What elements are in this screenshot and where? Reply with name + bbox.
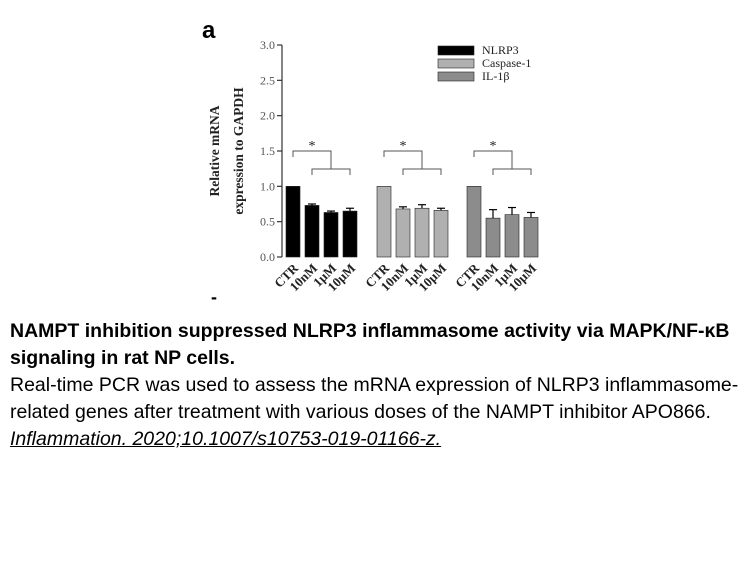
significance-bracket bbox=[383, 150, 423, 169]
bar-caspase1 bbox=[395, 208, 411, 258]
bar-il1 bbox=[485, 217, 501, 258]
legend-swatch bbox=[437, 71, 475, 82]
legend-label: NLRP3 bbox=[482, 43, 519, 57]
caption-body: Real-time PCR was used to assess the mRN… bbox=[10, 374, 739, 423]
y-tick-label: 0.5 bbox=[260, 215, 275, 229]
y-tick-label: 2.5 bbox=[260, 73, 275, 87]
bar-il1 bbox=[504, 214, 520, 258]
significance-bracket bbox=[311, 168, 351, 175]
y-tick-label: 0.0 bbox=[260, 250, 275, 264]
bar-nlrp3 bbox=[323, 212, 339, 258]
significance-star: * bbox=[490, 139, 497, 154]
bar-nlrp3 bbox=[285, 186, 301, 258]
y-tick-label: 3.0 bbox=[260, 38, 275, 52]
significance-bracket bbox=[492, 168, 532, 175]
legend-label: IL-1β bbox=[482, 69, 509, 83]
panel-label: a bbox=[202, 17, 216, 44]
figure-panel: a - 0.0 0.5 1.0 1.5 2.0 2.5 3.0 Relative mRNA ex… bbox=[202, 17, 539, 307]
stray-mark: - bbox=[211, 287, 217, 307]
y-tick-label: 1.0 bbox=[260, 179, 275, 193]
significance-star: * bbox=[400, 139, 407, 154]
bar-il1 bbox=[466, 186, 482, 258]
significance-bracket bbox=[292, 150, 332, 169]
significance-brackets: * * * bbox=[292, 139, 532, 175]
bars-layer bbox=[285, 186, 539, 258]
significance-bracket bbox=[402, 168, 442, 175]
bar-nlrp3 bbox=[304, 205, 320, 258]
significance-bracket bbox=[473, 150, 513, 169]
bar-il1 bbox=[523, 217, 539, 258]
caption-title: NAMPT inhibition suppressed NLRP3 inflam… bbox=[10, 320, 730, 369]
y-axis: 0.0 0.5 1.0 1.5 2.0 2.5 3.0 Relative mRNA expres… bbox=[207, 38, 283, 264]
caption-citation-link[interactable]: Inflammation. 2020;10.1007/s10753-019-01… bbox=[10, 428, 442, 450]
legend-swatch bbox=[437, 58, 475, 69]
y-axis-title: Relative mRNA bbox=[207, 105, 222, 196]
legend-label: Caspase-1 bbox=[482, 56, 531, 70]
bar-caspase1 bbox=[376, 186, 392, 258]
y-tick-label: 2.0 bbox=[260, 109, 275, 123]
bar-nlrp3 bbox=[342, 210, 358, 258]
bar-chart: a - 0.0 0.5 1.0 1.5 2.0 2.5 3.0 Relative mRNA ex… bbox=[202, 17, 539, 307]
legend-swatch bbox=[437, 45, 475, 56]
figure-caption: NAMPT inhibition suppressed NLRP3 inflam… bbox=[10, 318, 750, 453]
y-axis-title: expression to GAPDH bbox=[231, 87, 246, 215]
bar-caspase1 bbox=[414, 207, 430, 258]
y-tick-label: 1.5 bbox=[260, 144, 275, 158]
significance-star: * bbox=[309, 139, 316, 154]
bar-caspase1 bbox=[433, 210, 449, 258]
